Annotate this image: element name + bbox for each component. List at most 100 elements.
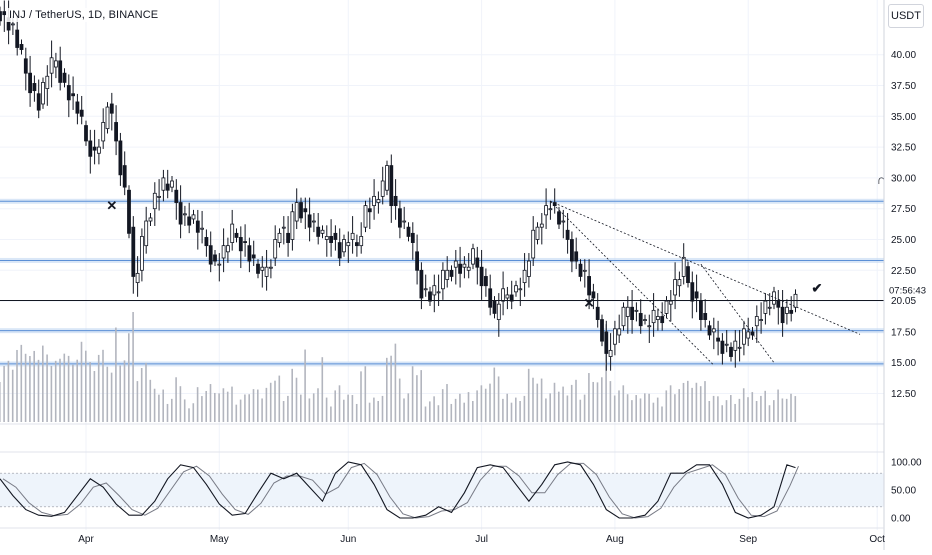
candle-down: [595, 306, 600, 320]
volume-bar: [622, 385, 625, 422]
volume-bar: [708, 401, 711, 422]
candle-down: [178, 202, 183, 225]
volume-bar: [695, 382, 698, 422]
candle-down: [122, 165, 127, 188]
candle-up: [518, 288, 523, 291]
candle-down: [720, 340, 725, 354]
volume-bar: [553, 382, 556, 422]
candle-up: [346, 242, 351, 247]
chart-marker: ✕: [106, 198, 117, 213]
candle-up: [311, 220, 316, 223]
candle-up: [139, 236, 144, 271]
volume-bar: [527, 368, 530, 422]
volume-bar: [433, 396, 435, 422]
volume-bar: [515, 397, 517, 422]
volume-bar: [760, 395, 762, 422]
volume-bar: [467, 392, 470, 422]
candle-down: [686, 266, 690, 284]
candle-down: [36, 93, 41, 111]
candle-up: [544, 205, 548, 216]
candle-down: [591, 291, 596, 299]
candle-down: [557, 211, 561, 225]
volume-bar: [549, 393, 551, 422]
volume-bar: [403, 398, 405, 422]
candle-down: [604, 331, 609, 354]
volume-bar: [175, 377, 177, 422]
time-axis-label: Apr: [78, 534, 94, 545]
volume-bar: [115, 327, 117, 422]
volume-bar: [755, 401, 758, 422]
volume-bar: [609, 381, 612, 422]
countdown-label: 07:56:43: [889, 285, 926, 296]
volume-bar: [317, 388, 319, 422]
volume-bar: [300, 394, 302, 422]
price-tick-label: 12.50: [891, 389, 916, 400]
volume-bar: [128, 333, 130, 422]
volume-bar: [411, 366, 414, 422]
volume-bar: [429, 401, 431, 422]
candle-down: [776, 300, 781, 308]
volume-bar: [497, 376, 500, 422]
candle-up: [290, 211, 295, 240]
currency-button[interactable]: USDT: [888, 4, 924, 28]
candle-down: [729, 346, 733, 357]
candle-down: [565, 229, 570, 240]
candle-down: [690, 282, 695, 302]
candle-down: [307, 214, 312, 228]
volume-bar: [532, 377, 534, 422]
candle-down: [84, 125, 88, 142]
volume-bar: [252, 389, 255, 422]
candle-up: [191, 214, 196, 220]
volume-bar: [278, 375, 281, 422]
candle-down: [694, 291, 699, 299]
volume-bar: [381, 395, 384, 422]
volume-bar: [562, 386, 564, 422]
volume-bar: [85, 350, 87, 422]
volume-bar: [269, 382, 272, 422]
candle-down: [79, 109, 84, 117]
volume-bar: [437, 405, 440, 422]
candle-down: [703, 313, 708, 320]
volume-bar: [579, 399, 582, 422]
chart-marker: ✕: [584, 295, 595, 310]
volume-bar: [678, 389, 680, 422]
volume-bar: [24, 353, 27, 422]
volume-bar: [330, 406, 332, 422]
volume-bar: [665, 390, 668, 422]
volume-bar: [441, 389, 444, 422]
candle-down: [256, 263, 260, 274]
candle-up: [681, 256, 686, 277]
candle-up: [260, 266, 265, 271]
volume-bar: [768, 405, 771, 422]
candle-up: [711, 328, 716, 333]
candle-down: [750, 331, 755, 336]
volume-bar: [601, 377, 603, 422]
stoch-tick-label: 0.00: [891, 514, 911, 525]
candle-up: [742, 328, 746, 345]
volume-bar: [343, 399, 345, 422]
volume-bar: [687, 380, 689, 422]
volume-bar: [11, 369, 14, 422]
candle-up: [505, 294, 510, 299]
candle-down: [114, 122, 118, 142]
candle-down: [247, 245, 252, 262]
volume-bar: [682, 382, 685, 422]
candle-up: [170, 180, 174, 188]
volume-bar: [644, 393, 646, 422]
price-tick-label: 27.50: [891, 204, 916, 215]
candle-up: [376, 199, 381, 203]
candle-up: [466, 266, 471, 271]
candle-down: [75, 101, 80, 114]
candle-up: [617, 328, 622, 336]
volume-bar: [661, 406, 663, 422]
stoch-tick-label: 50.00: [891, 486, 916, 497]
volume-bar: [244, 394, 246, 422]
candle-up: [135, 272, 140, 284]
volume-bar: [231, 386, 233, 422]
candle-up: [462, 263, 467, 268]
candle-up: [217, 263, 222, 266]
candle-down: [449, 269, 454, 277]
price-tick-label: 15.00: [891, 358, 916, 369]
